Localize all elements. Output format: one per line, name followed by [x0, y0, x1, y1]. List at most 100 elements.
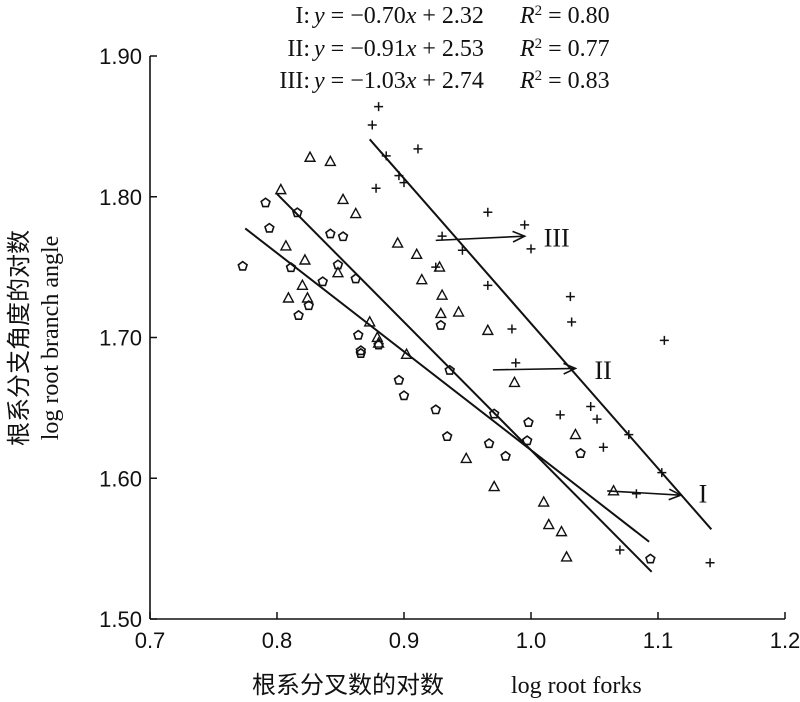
plus-marker — [567, 317, 577, 327]
axes: 1.50 1.60 1.70 1.80 1.90 0.7 0.8 0.9 1.0 1.1 1.2 — [99, 44, 800, 653]
plus-marker — [615, 545, 625, 555]
pentagon-marker — [317, 276, 329, 287]
pentagon-marker — [325, 228, 336, 239]
pentagon-marker — [350, 273, 362, 284]
equation-label-I: I: — [295, 3, 310, 29]
pentagon-marker — [575, 447, 586, 458]
triangle-marker — [363, 315, 376, 327]
plus-marker — [431, 262, 441, 272]
equation-II: y = −0.91x + 2.53 R2 = 0.77 — [312, 36, 610, 62]
pentagon-marker — [285, 262, 297, 273]
x-tick-label: 1.2 — [770, 628, 800, 653]
plus-marker — [705, 558, 715, 568]
x-axis-title-cn: 根系分叉数的对数 — [252, 671, 444, 699]
arrow-head-II — [563, 362, 578, 375]
regression-lines — [244, 138, 713, 573]
pentagon-marker — [292, 207, 303, 218]
plus-marker — [592, 414, 602, 424]
pentagon-marker — [355, 347, 367, 358]
plus-marker — [631, 489, 641, 499]
arrow-head-I — [668, 488, 683, 501]
plus-marker — [511, 358, 521, 368]
y-tick-label: 1.50 — [99, 607, 142, 632]
y-axis-title-cn: 根系分支角度的对数 — [5, 230, 33, 446]
x-tick-label: 0.8 — [262, 628, 293, 653]
plus-marker — [507, 324, 517, 334]
plus-marker — [399, 178, 409, 188]
pentagon-marker — [303, 300, 315, 311]
triangle-marker — [336, 192, 350, 205]
regression-line-II — [276, 193, 653, 573]
pentagon-marker — [398, 390, 410, 401]
plus-marker — [657, 468, 667, 478]
triangle-marker — [410, 247, 423, 260]
x-tick-label: 1.1 — [643, 628, 674, 653]
plus-marker — [520, 220, 530, 230]
triangle-marker — [542, 518, 555, 530]
triangle-marker — [372, 336, 385, 348]
pentagon-marker — [264, 222, 275, 233]
plus-marker — [457, 245, 467, 255]
triangle-marker — [537, 495, 550, 507]
triangle-marker — [488, 480, 501, 492]
triangle-marker — [303, 150, 317, 162]
plus-marker — [374, 102, 384, 112]
plus-marker — [526, 244, 536, 254]
triangle-marker — [481, 323, 494, 336]
arrow-shaft-I — [607, 490, 681, 496]
triangle-marker — [569, 427, 582, 440]
x-axis-title-en: log root forks — [511, 673, 642, 699]
triangle-marker — [607, 484, 620, 496]
pentagon-marker — [444, 364, 456, 375]
x-tick-label: 0.9 — [389, 628, 420, 653]
pentagon-marker — [337, 231, 349, 242]
plus-marker — [565, 292, 575, 302]
pentagon-marker — [435, 319, 447, 330]
x-tick-label: 0.7 — [135, 628, 166, 653]
arrow-shaft-II — [492, 367, 576, 371]
triangle-marker — [282, 291, 295, 303]
pentagon-marker — [483, 437, 495, 449]
pentagon-marker — [430, 404, 442, 415]
triangle-marker — [279, 239, 293, 251]
triangle-marker — [274, 183, 287, 195]
x-tick-label: 1.0 — [516, 628, 547, 653]
pentagon-marker — [260, 197, 271, 208]
triangle-marker — [301, 291, 314, 303]
plus-marker — [624, 430, 634, 440]
regression-line-I — [244, 227, 650, 543]
arrow-head-III — [512, 230, 527, 243]
line-label-I: I — [699, 480, 708, 509]
triangle-marker — [460, 451, 473, 464]
plus-marker — [586, 401, 596, 411]
equation-I: y = −0.70x + 2.32 R2 = 0.80 — [312, 3, 610, 29]
pentagon-marker — [355, 345, 367, 356]
pentagon-marker — [521, 435, 533, 446]
triangle-marker — [508, 375, 521, 388]
plus-marker — [394, 171, 404, 181]
triangle-marker — [434, 306, 447, 319]
pentagon-marker — [237, 260, 249, 271]
pentagon-marker — [373, 339, 384, 350]
regression-line-III — [368, 138, 713, 530]
triangle-marker — [391, 236, 404, 248]
plus-marker — [381, 151, 391, 161]
pentagon-marker — [488, 408, 500, 419]
y-axis-title: 根系分支角度的对数 log root branch angle — [5, 230, 64, 446]
triangle-marker — [296, 278, 309, 291]
plus-marker — [659, 335, 669, 345]
plus-marker — [483, 207, 493, 217]
data-points — [237, 102, 715, 568]
pentagon-marker — [352, 329, 364, 340]
triangle-marker — [415, 273, 428, 285]
equation-III: y = −1.03x + 2.74 R2 = 0.83 — [312, 68, 610, 94]
plus-marker — [367, 120, 377, 130]
triangle-marker — [298, 253, 312, 265]
triangle-marker — [324, 154, 337, 167]
pentagon-marker — [500, 450, 511, 461]
triangle-marker — [349, 206, 362, 219]
y-tick-label: 1.90 — [99, 44, 142, 69]
line-label-II: II — [595, 356, 612, 385]
